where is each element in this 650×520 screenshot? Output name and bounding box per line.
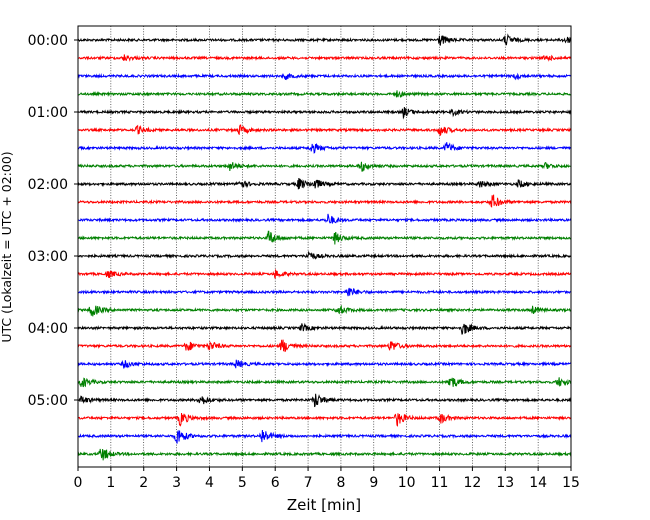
trace-group [77, 33, 572, 461]
x-tick-label: 15 [562, 475, 580, 491]
x-tick-label: 1 [106, 475, 115, 491]
trace-0200 [77, 178, 572, 190]
trace-0515 [77, 412, 572, 427]
trace-0345 [77, 304, 572, 317]
plot-frame [77, 25, 572, 468]
y-tick-label: 01:00 [28, 105, 68, 121]
trace-0430 [77, 359, 572, 369]
trace-0500 [77, 393, 572, 408]
x-tick-label: 7 [304, 475, 313, 491]
trace-0015 [77, 54, 572, 62]
y-tick-label: 00:00 [28, 33, 68, 49]
y-tick-label: 03:00 [28, 249, 68, 265]
trace-0100 [77, 107, 572, 120]
trace-0230 [77, 213, 572, 224]
trace-0330 [77, 287, 572, 297]
x-tick-label: 11 [431, 475, 449, 491]
x-tick-label: 0 [74, 475, 83, 491]
x-tick-label: 4 [205, 475, 214, 491]
trace-0245 [77, 230, 572, 245]
x-tick-label: 9 [369, 475, 378, 491]
trace-0130 [77, 142, 572, 154]
y-tick-label: 05:00 [28, 393, 68, 409]
x-tick-label: 12 [463, 475, 481, 491]
trace-0530 [77, 429, 572, 444]
x-axis-label: Zeit [min] [287, 496, 361, 514]
x-axis: 0 1 2 3 4 5 6 7 8 9 10 11 12 13 14 15 [74, 467, 580, 491]
y-axis-label: UTC (Lokalzeit = UTC + 02:00) [0, 151, 14, 342]
trace-0415 [77, 339, 572, 353]
x-tick-label: 10 [398, 475, 416, 491]
vertical-grid [110, 26, 539, 467]
trace-0215 [77, 194, 572, 208]
trace-0045 [77, 90, 572, 99]
trace-0030 [77, 72, 572, 81]
x-tick-label: 8 [336, 475, 345, 491]
x-tick-label: 3 [172, 475, 181, 491]
x-tick-label: 2 [139, 475, 148, 491]
trace-0315 [77, 268, 572, 279]
trace-0000 [77, 33, 572, 46]
x-tick-label: 14 [529, 475, 547, 491]
trace-0300 [77, 250, 572, 260]
trace-0145 [77, 161, 572, 172]
trace-0115 [77, 124, 572, 136]
y-tick-label: 02:00 [28, 177, 68, 193]
x-tick-label: 6 [271, 475, 280, 491]
y-axis: 00:00 01:00 02:00 03:00 04:00 05:00 [28, 33, 78, 409]
trace-0400 [77, 322, 572, 335]
trace-0545 [77, 448, 572, 461]
y-tick-label: 04:00 [28, 321, 68, 337]
trace-0445 [77, 377, 572, 388]
x-tick-label: 5 [238, 475, 247, 491]
x-tick-label: 13 [496, 475, 514, 491]
